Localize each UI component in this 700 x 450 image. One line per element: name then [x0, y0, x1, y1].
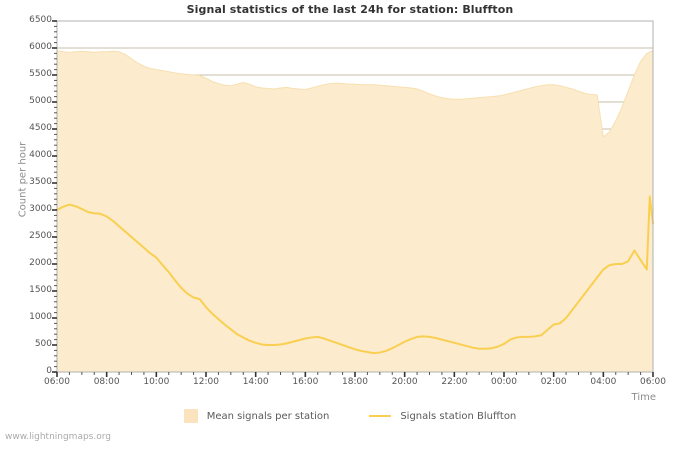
y-tick-label: 4000	[29, 150, 52, 160]
area-series-mean	[57, 50, 653, 372]
x-tick-label: 06:00	[640, 377, 666, 387]
area-series-mean-edge	[56, 50, 654, 139]
y-tick-label: 500	[34, 339, 52, 349]
legend-label-mean: Mean signals per station	[206, 410, 330, 422]
y-tick-label: 2000	[29, 258, 52, 268]
legend-item-mean: Mean signals per station	[183, 409, 330, 423]
chart-title: Signal statistics of the last 24h for st…	[186, 3, 514, 16]
y-tick-label: 3500	[29, 177, 52, 187]
y-axis-ticks: 0 500 1000 1500 2000 2500 3000 3500 4000 4500 5000…	[0, 0, 52, 450]
y-tick-label: 5000	[29, 96, 52, 106]
x-tick-label: 18:00	[342, 377, 368, 387]
x-tick-label: 16:00	[292, 377, 319, 387]
y-tick-label: 5500	[29, 69, 52, 79]
y-tick-label: 1500	[29, 285, 52, 295]
y-tick-label: 6000	[29, 42, 52, 52]
y-tick-label: 3000	[29, 204, 52, 214]
legend-line-swatch-icon	[369, 415, 392, 417]
y-tick-label: 1000	[29, 312, 52, 322]
y-tick-label: 2500	[29, 231, 52, 241]
x-tick-label: 00:00	[491, 377, 517, 387]
x-tick-label: 04:00	[590, 377, 617, 387]
legend-item-station: Signals station Bluffton	[369, 411, 516, 422]
y-tick-label: 4500	[29, 123, 52, 133]
y-tick-label: 6500	[29, 15, 52, 25]
legend-label-station: Signals station Bluffton	[400, 410, 517, 422]
x-tick-label: 20:00	[391, 377, 418, 387]
line-series-station	[56, 195, 654, 355]
x-tick-label: 02:00	[540, 377, 567, 387]
watermark: www.lightningmaps.org	[5, 432, 111, 442]
x-tick-label: 12:00	[193, 377, 219, 387]
legend-area-swatch-icon	[183, 409, 198, 423]
chart-legend: Mean signals per station Signals station…	[0, 409, 700, 423]
y-tick-label: 0	[46, 366, 52, 376]
x-tick-label: 08:00	[93, 377, 120, 387]
x-tick-label: 10:00	[143, 377, 170, 387]
x-tick-label: 06:00	[44, 377, 70, 387]
x-tick-label: 14:00	[242, 377, 269, 387]
x-axis-label: Time	[631, 392, 656, 403]
x-tick-label: 22:00	[441, 377, 468, 387]
